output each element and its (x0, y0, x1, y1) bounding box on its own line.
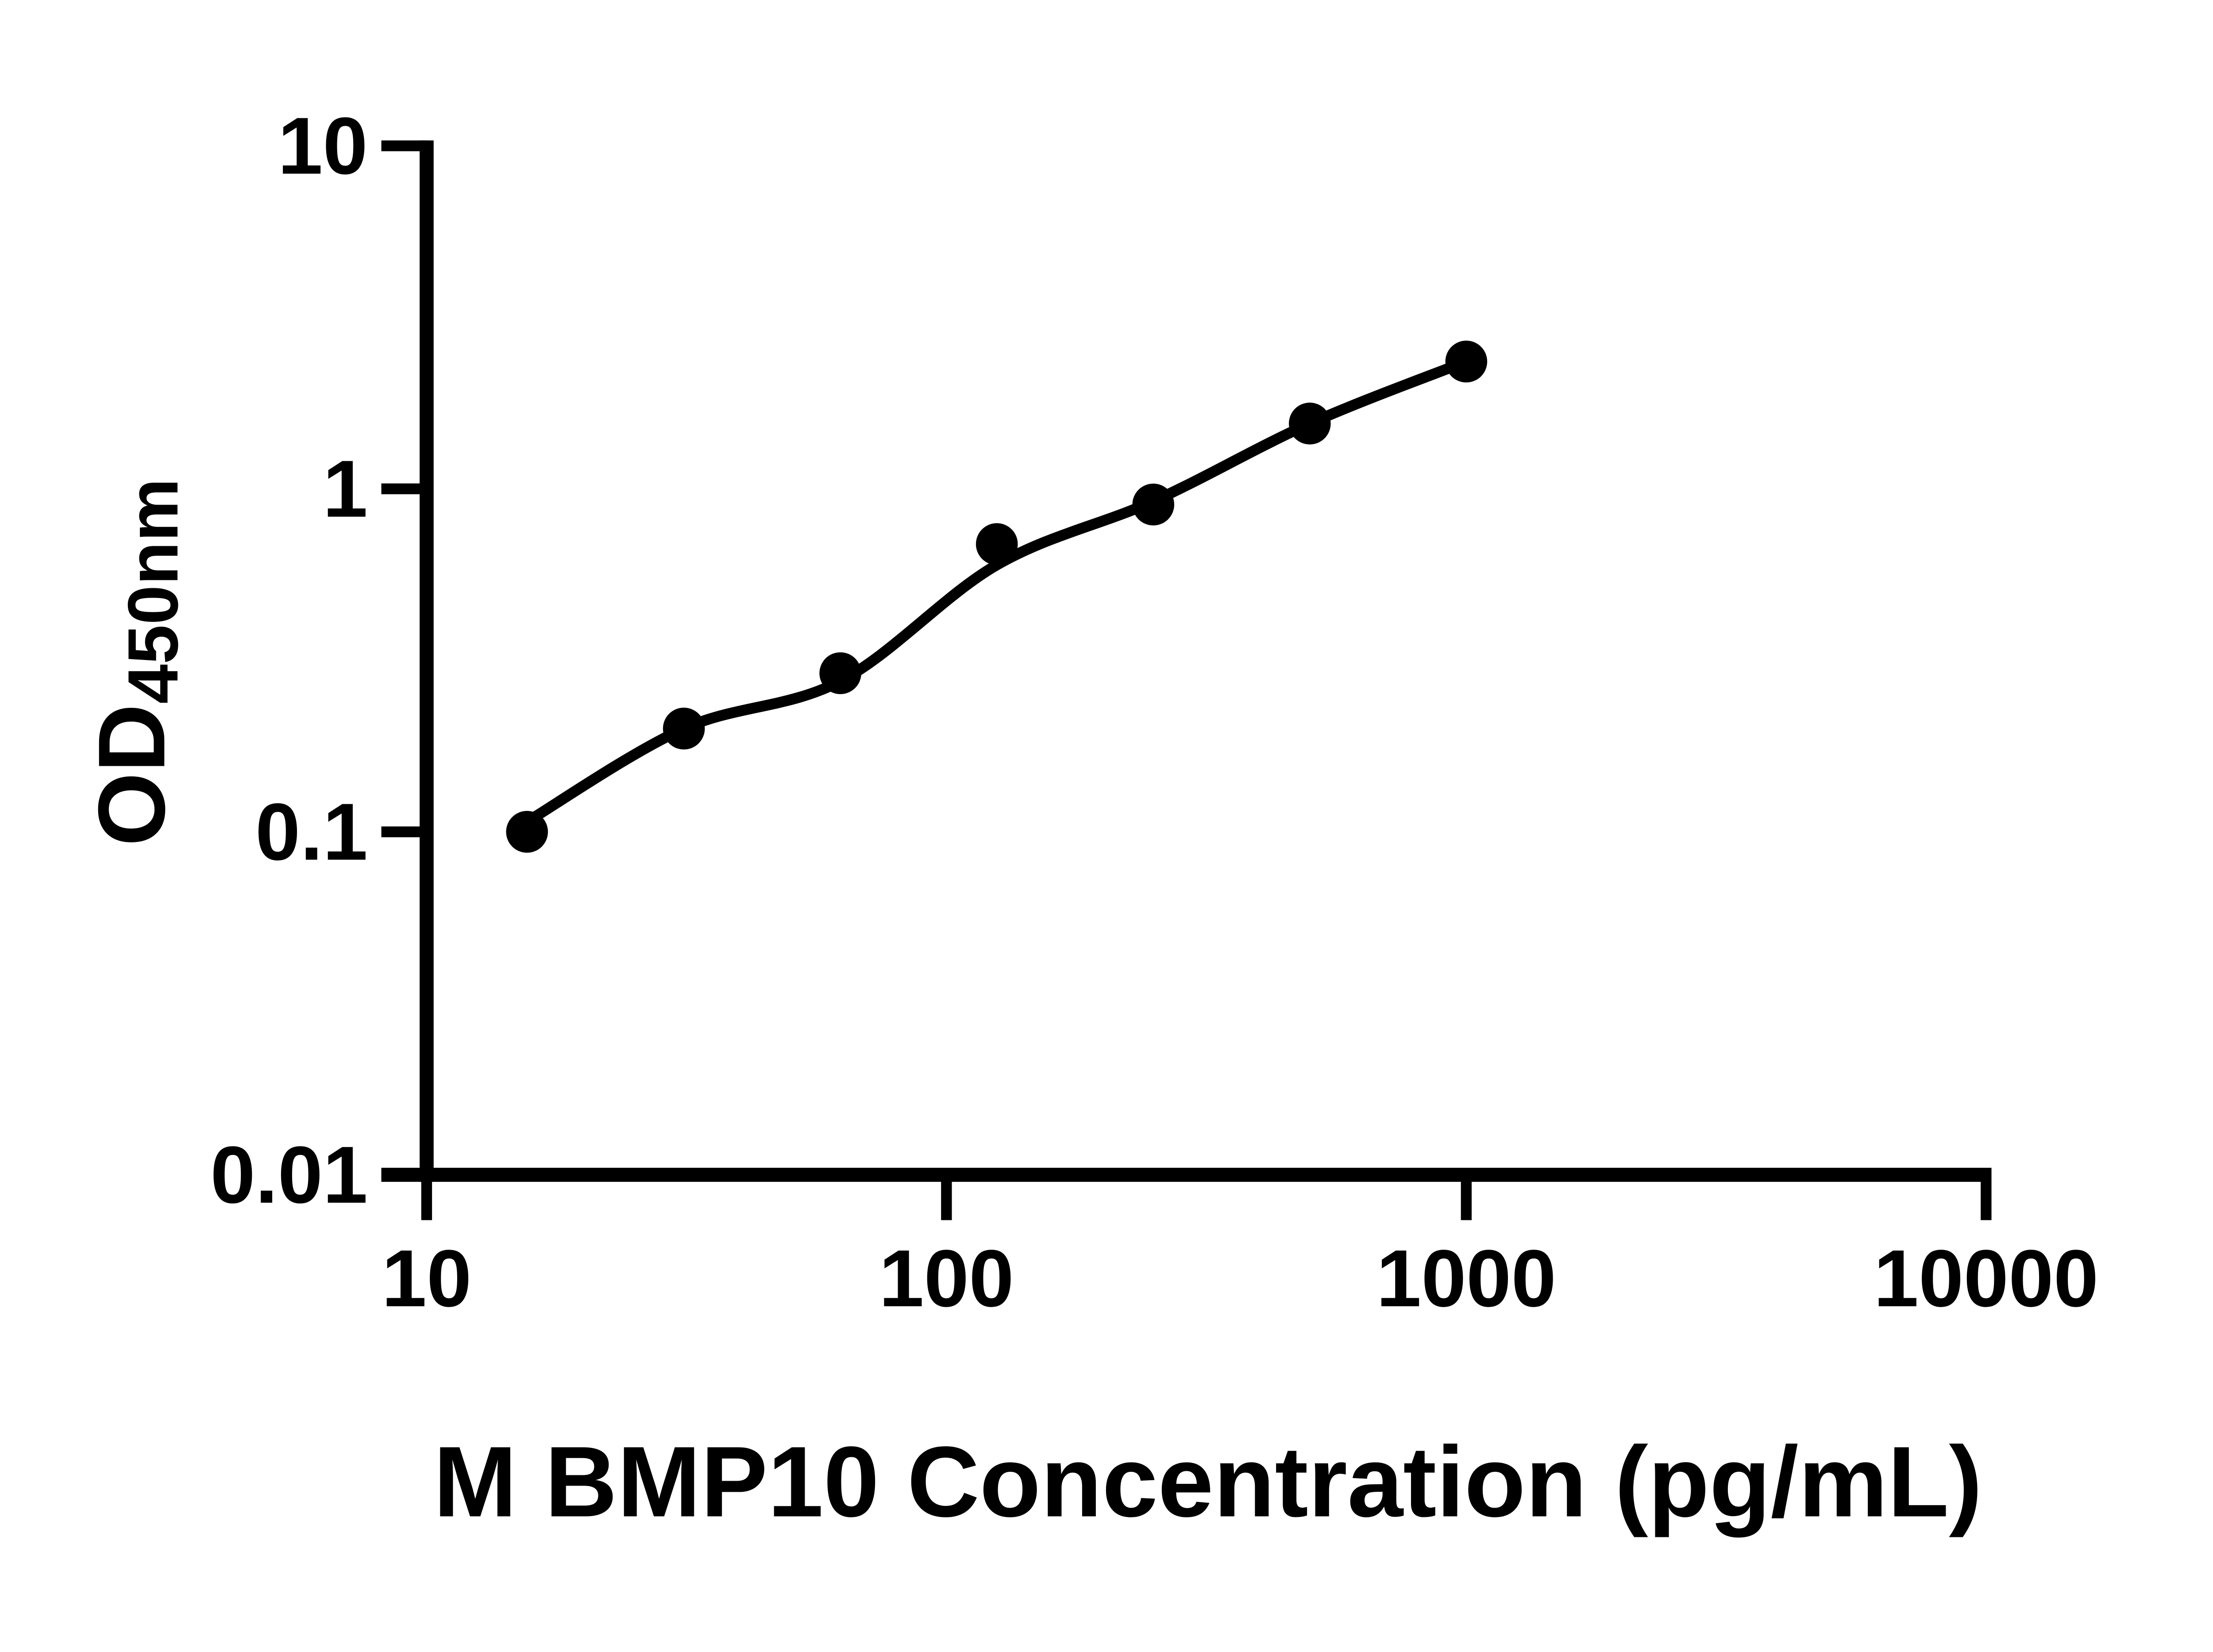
data-point (663, 707, 705, 750)
x-tick-label: 10 (382, 1233, 471, 1324)
elisa-standard-curve-figure: 10 1 0.1 0.01 10 100 1000 10000 M BMP10 Concen… (78, 100, 2099, 1538)
y-axis-title-subscript: 450nm (113, 479, 193, 704)
y-tick-label: 0.01 (210, 1130, 368, 1220)
standard-curve-plot: 10 1 0.1 0.01 10 100 1000 10000 M BMP10 Concen… (78, 100, 2099, 1538)
data-point (506, 811, 548, 853)
x-axis-tick-labels: 10 100 1000 10000 (382, 1233, 2098, 1324)
y-axis-tick-labels: 10 1 0.1 0.01 (210, 100, 368, 1220)
data-points (506, 340, 1488, 853)
y-axis-ticks (381, 140, 427, 1181)
x-tick-label: 10000 (1874, 1233, 2098, 1324)
y-tick-label: 0.1 (255, 787, 368, 877)
data-point (1132, 483, 1175, 526)
y-tick-label: 10 (278, 100, 368, 191)
x-tick-label: 100 (879, 1233, 1014, 1324)
x-tick-label: 1000 (1376, 1233, 1557, 1324)
x-axis-title: M BMP10 Concentration (pg/mL) (433, 1426, 1982, 1538)
y-axis-title-main: OD (79, 704, 185, 846)
data-point (1445, 340, 1488, 383)
axes (381, 140, 1992, 1182)
x-axis-ticks (421, 1174, 1992, 1220)
data-point (1289, 402, 1331, 445)
data-point (975, 523, 1018, 565)
data-point (819, 652, 861, 695)
y-tick-label: 1 (323, 444, 368, 534)
y-axis-title: OD450nm (79, 479, 193, 846)
